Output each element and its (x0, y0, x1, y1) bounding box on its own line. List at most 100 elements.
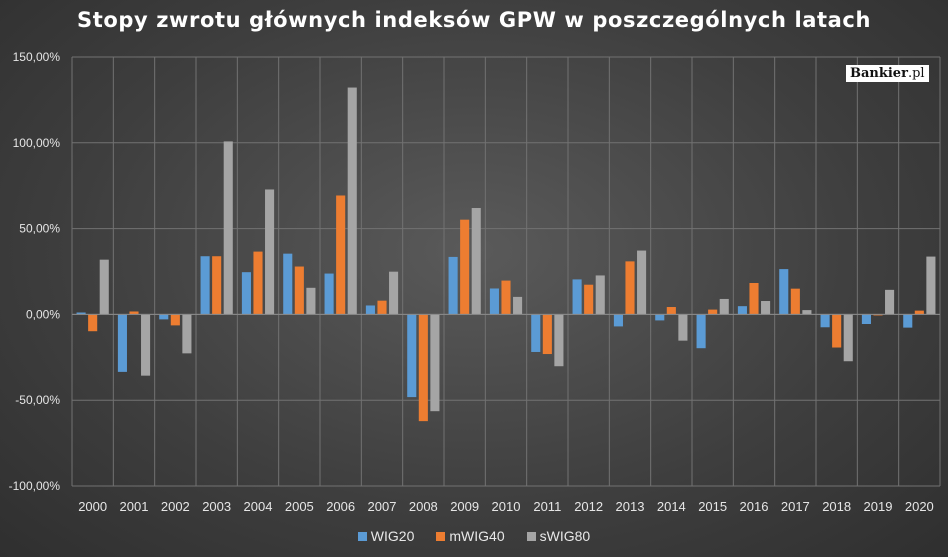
brand-tld: .pl (907, 66, 925, 81)
x-tick-label: 2011 (533, 499, 561, 514)
bar-wig20-2007 (365, 305, 375, 315)
bar-mwig40-2018 (832, 314, 842, 348)
bar-swig80-2000 (99, 259, 109, 315)
bankier-logo: Bankier.pl (846, 65, 929, 82)
x-tick-label: 2004 (244, 499, 273, 514)
bar-swig80-2005 (306, 287, 316, 315)
y-tick-label: -50,00% (15, 393, 60, 407)
bar-mwig40-2003 (212, 256, 222, 315)
bar-mwig40-2014 (666, 307, 676, 315)
bar-wig20-2012 (572, 279, 582, 315)
bar-mwig40-2012 (584, 284, 594, 315)
bar-wig20-2005 (283, 253, 293, 315)
bar-wig20-2011 (531, 314, 541, 352)
bar-swig80-2001 (141, 314, 151, 376)
bar-wig20-2010 (489, 288, 499, 315)
bar-swig80-2004 (265, 189, 275, 315)
bar-swig80-2008 (430, 314, 440, 412)
y-tick-label: -100,00% (9, 479, 61, 493)
bar-wig20-2000 (76, 312, 86, 315)
x-tick-label: 2003 (202, 499, 231, 514)
x-tick-label: 2015 (698, 499, 727, 514)
bar-swig80-2002 (182, 314, 192, 354)
bar-mwig40-2007 (377, 300, 387, 315)
x-tick-label: 2006 (326, 499, 355, 514)
bar-swig80-2009 (471, 208, 481, 315)
bar-swig80-2018 (843, 314, 853, 362)
bar-wig20-2002 (159, 314, 169, 320)
x-tick-label: 2013 (616, 499, 645, 514)
chart-title: Stopy zwrotu głównych indeksów GPW w pos… (76, 8, 872, 32)
bar-mwig40-2000 (88, 314, 98, 332)
bar-mwig40-2005 (294, 266, 304, 315)
bar-swig80-2020 (926, 256, 936, 315)
x-tick-label: 2008 (409, 499, 438, 514)
bar-wig20-2018 (820, 314, 830, 328)
bar-mwig40-2016 (749, 282, 759, 315)
x-tick-label: 2001 (120, 499, 149, 514)
bar-swig80-2016 (761, 301, 771, 315)
bar-mwig40-2008 (418, 314, 428, 422)
bar-wig20-2015 (696, 314, 706, 349)
bar-wig20-2017 (779, 269, 789, 315)
bar-wig20-2004 (241, 272, 251, 315)
bar-mwig40-2020 (914, 310, 924, 315)
bar-swig80-2006 (347, 87, 357, 315)
x-tick-label: 2009 (450, 499, 479, 514)
y-tick-label: 100,00% (13, 136, 61, 150)
y-tick-label: 150,00% (13, 50, 61, 64)
bar-swig80-2007 (389, 271, 399, 315)
bar-swig80-2012 (595, 275, 605, 315)
bar-wig20-2014 (655, 314, 665, 321)
bar-wig20-2016 (737, 306, 747, 315)
legend-swatch-mwig40 (436, 531, 446, 541)
bar-swig80-2015 (719, 298, 729, 315)
bar-mwig40-2006 (336, 195, 346, 315)
x-tick-label: 2002 (161, 499, 190, 514)
bar-mwig40-2009 (460, 219, 470, 315)
bar-mwig40-2001 (129, 311, 139, 315)
bar-mwig40-2013 (625, 261, 635, 315)
bar-swig80-2013 (637, 250, 647, 315)
bar-wig20-2003 (200, 256, 210, 315)
x-tick-label: 2017 (781, 499, 810, 514)
x-tick-label: 2007 (368, 499, 397, 514)
x-tick-label: 2020 (905, 499, 934, 514)
legend-swatch-wig20 (357, 531, 367, 541)
x-tick-label: 2019 (864, 499, 893, 514)
legend-item-swig80: sWIG80 (526, 528, 591, 544)
legend-item-mwig40: mWIG40 (436, 528, 505, 544)
bar-swig80-2010 (513, 296, 523, 315)
bar-swig80-2014 (678, 314, 688, 341)
legend-label-mwig40: mWIG40 (449, 528, 505, 544)
bar-mwig40-2010 (501, 280, 511, 315)
y-tick-label: 50,00% (19, 222, 60, 236)
bar-mwig40-2004 (253, 251, 263, 315)
x-tick-label: 2018 (822, 499, 851, 514)
legend-item-wig20: WIG20 (357, 528, 415, 544)
chart-legend: WIG20 mWIG40 sWIG80 (0, 528, 948, 544)
bar-wig20-2006 (324, 273, 334, 315)
legend-label-wig20: WIG20 (370, 528, 415, 544)
bar-wig20-2001 (117, 314, 127, 372)
bar-swig80-2017 (802, 310, 812, 315)
x-tick-label: 2010 (492, 499, 521, 514)
y-tick-label: 0,00% (26, 307, 60, 321)
bar-mwig40-2015 (708, 309, 718, 315)
x-tick-label: 2005 (285, 499, 314, 514)
brand-name: Bankier (850, 66, 908, 81)
x-tick-label: 2016 (740, 499, 769, 514)
bar-mwig40-2011 (542, 314, 552, 355)
bar-swig80-2011 (554, 314, 564, 367)
bar-mwig40-2002 (170, 314, 180, 326)
bar-mwig40-2019 (873, 314, 883, 316)
bar-wig20-2020 (903, 314, 913, 328)
legend-label-swig80: sWIG80 (539, 528, 591, 544)
bar-swig80-2019 (885, 289, 895, 315)
legend-swatch-swig80 (526, 531, 536, 541)
bar-wig20-2009 (448, 256, 458, 315)
x-tick-label: 2014 (657, 499, 686, 514)
bar-wig20-2008 (407, 314, 417, 398)
x-tick-label: 2000 (78, 499, 107, 514)
